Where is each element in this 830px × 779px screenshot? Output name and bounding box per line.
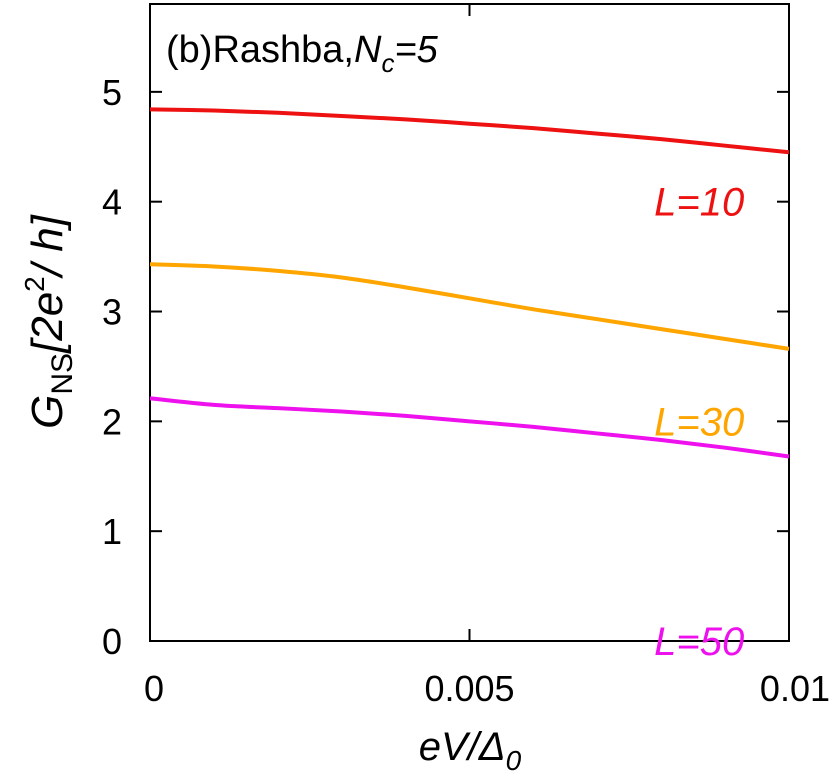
y-tick-label: 3 bbox=[102, 292, 122, 333]
y-tick-label: 0 bbox=[102, 621, 122, 662]
panel-value: =5 bbox=[394, 29, 438, 71]
x-axis-title-main: eV/Δ bbox=[419, 725, 506, 769]
y-tick-label: 1 bbox=[102, 511, 122, 552]
y-tick-label: 5 bbox=[102, 72, 122, 113]
panel-param: N bbox=[354, 29, 382, 71]
plot-frame bbox=[149, 3, 790, 642]
x-axis-title-sub: 0 bbox=[506, 745, 522, 776]
x-axis-title: eV/Δ0 bbox=[419, 725, 522, 776]
y-axis-title: GNS[2e2/ h] bbox=[19, 213, 79, 429]
series-lines bbox=[149, 107, 790, 459]
y-axis-title-main: G bbox=[23, 395, 72, 429]
panel-param-sub: c bbox=[381, 48, 394, 78]
y-tick-label: 4 bbox=[102, 182, 122, 223]
series-labels: L=10 L=30 L=50 bbox=[654, 181, 744, 664]
series-label-l50: L=50 bbox=[654, 620, 744, 664]
y-axis-title-bracket: [2e bbox=[23, 292, 72, 354]
y-tick-labels: 0 1 2 3 4 5 bbox=[102, 72, 122, 662]
series-label-l10: L=10 bbox=[654, 181, 744, 225]
series-line-l10 bbox=[149, 107, 790, 155]
x-tick-label: 0 bbox=[144, 668, 164, 709]
y-axis-title-sub: NS bbox=[46, 353, 79, 395]
series-line-l30 bbox=[149, 262, 790, 351]
panel-letter: (b) bbox=[166, 29, 212, 71]
y-axis-title-close: / h] bbox=[23, 213, 72, 279]
x-tick-label: 0.01 bbox=[760, 668, 830, 709]
ticks bbox=[149, 4, 790, 642]
y-axis-title-sup: 2 bbox=[19, 276, 50, 292]
series-label-l30: L=30 bbox=[654, 400, 744, 444]
panel-model: Rashba, bbox=[212, 29, 354, 71]
x-tick-labels: 0 0.005 0.01 bbox=[144, 668, 830, 709]
y-tick-label: 2 bbox=[102, 401, 122, 442]
x-tick-label: 0.005 bbox=[424, 668, 514, 709]
panel-title: (b)Rashba,Nc=5 bbox=[166, 29, 439, 78]
series-line-l50 bbox=[149, 396, 790, 459]
